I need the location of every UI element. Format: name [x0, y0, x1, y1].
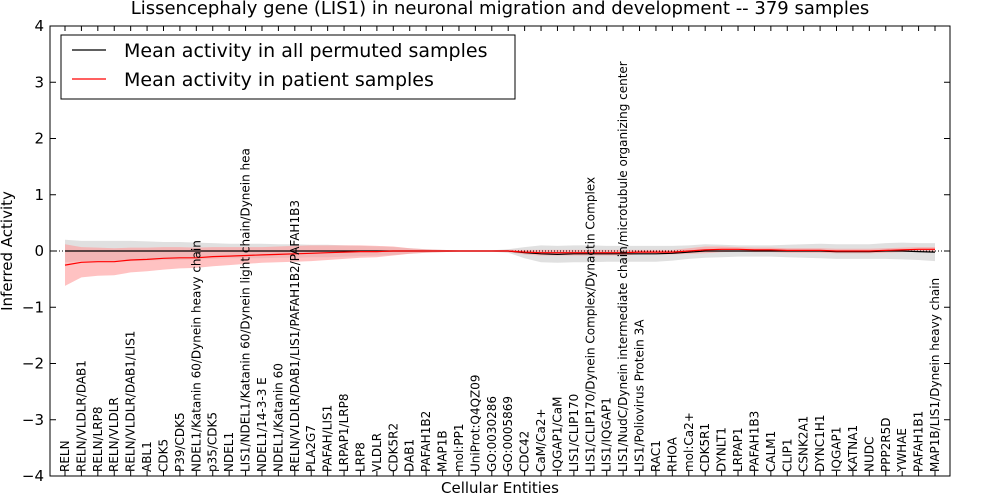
x-tick-label: CDK5: [156, 439, 170, 472]
x-tick-label: RELN/VLDLR/DAB1: [74, 360, 88, 472]
x-tick-label: PAFAH1B3: [747, 411, 761, 472]
y-tick-label: −4: [22, 467, 44, 485]
x-tick-label: CLIP1: [780, 439, 794, 472]
x-tick-label: GO:0005869: [501, 396, 515, 472]
x-tick-label: DYNLT1: [715, 427, 729, 472]
x-tick-label: CaM/Ca2+: [534, 408, 548, 472]
x-tick-label: GO:0030286: [485, 396, 499, 472]
x-tick-label: CSNK2A1: [797, 416, 811, 472]
x-tick-label: UniProt:Q4QZ09: [468, 374, 482, 472]
x-tick-label: LIS1/CLIP170/Dynein Complex/Dynactin Com…: [583, 177, 597, 472]
y-tick-label: 1: [34, 186, 44, 204]
x-tick-label: CDC42: [518, 431, 532, 472]
x-tick-label: CDK5R1: [698, 423, 712, 472]
x-tick-label: LIS1/NudC/Dynein intermediate chain/micr…: [616, 61, 630, 472]
x-tick-label: PAFAH1B2: [419, 411, 433, 472]
x-tick-label: NUDC: [862, 437, 876, 472]
x-tick-label: PAFAH/LIS1: [321, 405, 335, 472]
legend-box: [60, 34, 516, 100]
x-tick-label: LRPAP1: [731, 427, 745, 472]
x-tick-label: RELN/VLDLR: [107, 397, 121, 472]
x-tick-label: LIS1/Poliovirus Protein 3A: [633, 319, 647, 472]
y-tick-label: 4: [34, 17, 44, 35]
x-tick-label: IQGAP1/CaM: [550, 397, 564, 473]
x-tick-label: RELN: [58, 440, 72, 472]
x-tick-label: RELN/LRP8: [91, 406, 105, 472]
x-tick-label: YWHAE: [895, 428, 909, 473]
x-tick-label: NDEL1/14-3-3 E: [255, 377, 269, 472]
x-tick-label: NDEL1: [222, 432, 236, 472]
series-lines: [50, 248, 950, 266]
x-axis: RELN RELN/VLDLR/DAB1 RELN/LRP8 RELN/VLDLR RE…: [58, 26, 942, 476]
x-tick-label: PAFAH1B1: [912, 411, 926, 472]
x-tick-label: DYNC1H1: [813, 414, 827, 472]
legend: Mean activity in all permuted samples Me…: [60, 34, 516, 100]
x-tick-label: RHOA: [665, 436, 679, 472]
x-tick-label: IQGAP1: [830, 427, 844, 472]
x-tick-label: KATNA1: [846, 425, 860, 472]
x-tick-label: CDK5R2: [386, 423, 400, 472]
y-tick-label: 2: [34, 130, 44, 148]
x-tick-label: RELN/VLDLR/DAB1/LIS1: [124, 331, 138, 472]
x-tick-label: LIS1/NDEL1/Katanin 60/Dynein light chain…: [239, 148, 253, 472]
x-tick-label: NDEL1/Katanin 60/Dynein heavy chain: [189, 240, 203, 472]
x-tick-label: CALM1: [764, 431, 778, 472]
x-tick-label: ABL1: [140, 441, 154, 472]
x-tick-label: NDEL1/Katanin 60: [271, 363, 285, 472]
x-tick-label: PPP2R5D: [879, 417, 893, 472]
y-axis: 4 3 2 1 0 −1 −2 −3 −4: [22, 17, 950, 485]
x-tick-label: RAC1: [649, 440, 663, 472]
x-tick-label: LIS1/CLIP170: [567, 394, 581, 472]
x-tick-label: LRPAP1/LRP8: [337, 393, 351, 472]
x-tick-label: p35/CDK5: [206, 412, 220, 472]
x-tick-label: DAB1: [403, 439, 417, 472]
x-tick-label: LRP8: [353, 442, 367, 472]
legend-entry-patient: Mean activity in patient samples: [124, 69, 434, 91]
x-tick-label: MAP1B/LIS1/Dynein heavy chain: [928, 278, 942, 472]
x-tick-label: MAP1B: [436, 430, 450, 472]
y-tick-label: −1: [22, 298, 44, 316]
x-tick-label: LIS1/IQGAP1: [600, 397, 614, 472]
y-tick-label: 3: [34, 73, 44, 91]
legend-entry-permuted: Mean activity in all permuted samples: [124, 40, 487, 62]
x-tick-label: RELN/VLDLR/DAB1/LIS1/PAFAH1B2/PAFAH1B3: [288, 200, 302, 472]
y-tick-label: −3: [22, 411, 44, 429]
series-line-patient: [64, 248, 935, 266]
x-tick-label: mol:PP1: [452, 423, 466, 472]
x-tick-label: P39/CDK5: [173, 412, 187, 472]
x-tick-label: VLDLR: [370, 433, 384, 472]
x-axis-label: Cellular Entities: [441, 479, 559, 497]
x-tick-label: PLA2G7: [304, 425, 318, 472]
y-tick-label: 0: [34, 242, 44, 260]
x-tick-label: mol:Ca2+: [682, 412, 696, 472]
y-axis-label: Inferred Activity: [0, 191, 16, 311]
chart-title: Lissencephaly gene (LIS1) in neuronal mi…: [131, 0, 870, 19]
y-tick-label: −2: [22, 355, 44, 373]
